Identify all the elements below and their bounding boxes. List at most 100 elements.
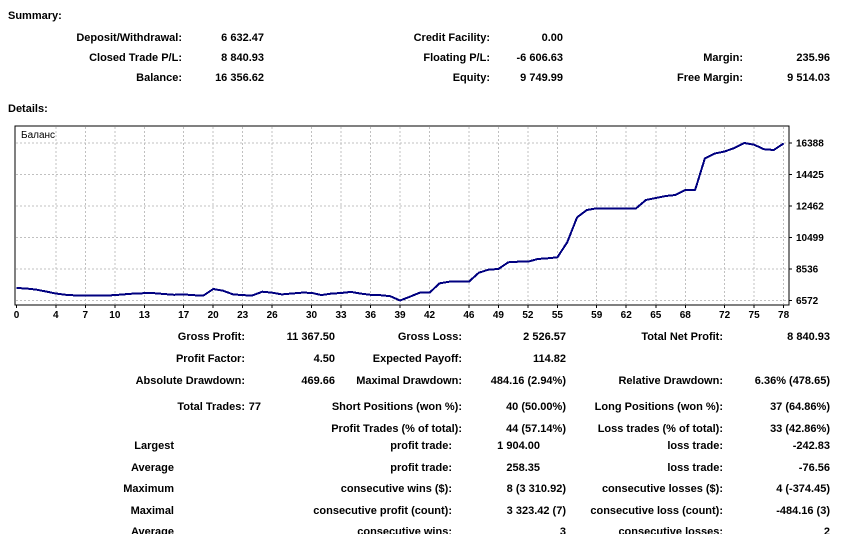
summary-row: Balance: 16 356.62 Equity: 9 749.99 Free… <box>0 68 862 88</box>
summary-label: Closed Trade P/L: <box>89 52 182 64</box>
stat-value: 8 (3 310.92) <box>506 483 566 495</box>
stat-value: 8 840.93 <box>787 331 830 343</box>
summary-value: 8 840.93 <box>221 52 264 64</box>
stat-label: Short Positions (won %): <box>331 401 462 413</box>
stat-value: -484.16 (3) <box>776 504 830 517</box>
stat-label: Relative Drawdown: <box>618 375 723 387</box>
stat-label: loss trade: <box>667 440 723 452</box>
summary-label: Deposit/Withdrawal: <box>76 32 182 44</box>
svg-text:33: 33 <box>335 310 347 321</box>
svg-text:39: 39 <box>394 310 406 321</box>
svg-text:10499: 10499 <box>796 233 824 244</box>
stat-label: Loss trades (% of total): <box>597 423 723 435</box>
summary-label: Credit Facility: <box>413 32 490 44</box>
stat-value: 484.16 (2.94%) <box>490 375 566 387</box>
svg-text:49: 49 <box>493 310 505 321</box>
stat-label: Profit Trades (% of total): <box>331 423 462 435</box>
stat-label: Total Net Profit: <box>641 331 723 343</box>
summary-value: 9 514.03 <box>787 72 830 84</box>
stat-value: -242.83 <box>792 440 830 452</box>
stat-label: Average <box>130 461 174 474</box>
stat-value: 2 <box>823 526 830 534</box>
stat-label: consecutive wins ($): <box>340 483 452 495</box>
stat-value: 1 904.00 <box>497 440 540 452</box>
summary-value: 16 356.62 <box>215 72 264 84</box>
stat-label: Absolute Drawdown: <box>135 375 245 387</box>
stat-label: Maximal Drawdown: <box>356 375 462 387</box>
stat-label: consecutive losses ($): <box>601 483 723 495</box>
stat-value: 44 (57.14%) <box>506 423 566 435</box>
svg-text:14425: 14425 <box>796 170 824 181</box>
svg-text:10: 10 <box>109 310 121 321</box>
svg-text:68: 68 <box>680 310 692 321</box>
stat-value: 6.36% (478.65) <box>754 375 830 387</box>
stat-value: 4 (-374.45) <box>776 483 830 495</box>
summary-label: Margin: <box>703 52 743 64</box>
stat-value: 114.82 <box>532 353 566 365</box>
stat-label: Largest <box>134 440 174 452</box>
stat-label: Gross Profit: <box>177 331 245 343</box>
stat-value: 2 526.57 <box>523 331 566 343</box>
svg-text:46: 46 <box>463 310 475 321</box>
svg-text:62: 62 <box>621 310 633 321</box>
summary-label: Free Margin: <box>676 72 743 84</box>
stats-trades-section: Total Trades: 77 Short Positions (won %)… <box>0 396 862 440</box>
summary-value: -6 606.63 <box>516 52 563 64</box>
svg-text:30: 30 <box>306 310 318 321</box>
summary-row: Deposit/Withdrawal: 6 632.47 Credit Faci… <box>0 28 862 48</box>
stat-value: 77 <box>248 401 261 413</box>
summary-heading: Summary: <box>8 10 62 22</box>
stat-value: 258.35 <box>506 461 540 474</box>
stats-row: Largest profit trade: 1 904.00 loss trad… <box>0 436 862 458</box>
svg-text:6572: 6572 <box>796 296 819 307</box>
svg-text:13: 13 <box>139 310 151 321</box>
summary-label: Floating P/L: <box>423 52 490 64</box>
stats-row: Profit Factor: 4.50 Expected Payoff: 114… <box>0 348 862 370</box>
svg-text:7: 7 <box>83 310 89 321</box>
stats-row: Average consecutive wins: 3 consecutive … <box>0 522 862 534</box>
summary-value: 9 749.99 <box>520 72 563 84</box>
stat-value: 33 (42.86%) <box>770 423 830 435</box>
summary-value: 0.00 <box>541 32 563 44</box>
svg-text:16388: 16388 <box>796 139 824 150</box>
summary-section: Deposit/Withdrawal: 6 632.47 Credit Faci… <box>0 28 862 88</box>
svg-text:59: 59 <box>591 310 603 321</box>
svg-text:20: 20 <box>208 310 220 321</box>
summary-value: 235.96 <box>796 52 830 64</box>
stats-row: Maximal consecutive profit (count): 3 32… <box>0 501 862 523</box>
svg-text:17: 17 <box>178 310 190 321</box>
svg-text:Баланс: Баланс <box>21 130 55 141</box>
svg-text:0: 0 <box>14 310 20 321</box>
stat-label: Maximum <box>123 483 174 495</box>
stat-label: consecutive loss (count): <box>590 504 723 517</box>
svg-text:72: 72 <box>719 310 731 321</box>
stats-row: Absolute Drawdown: 469.66 Maximal Drawdo… <box>0 370 862 392</box>
svg-text:26: 26 <box>267 310 279 321</box>
stat-label: Profit Factor: <box>175 353 245 365</box>
svg-text:8536: 8536 <box>796 264 819 275</box>
stats-row: Total Trades: 77 Short Positions (won %)… <box>0 396 862 418</box>
stat-value: 40 (50.00%) <box>506 401 566 413</box>
stat-label: Total Trades: <box>177 401 245 413</box>
stat-label: consecutive wins: <box>357 526 452 534</box>
svg-text:55: 55 <box>552 310 564 321</box>
stats-row: Average profit trade: 258.35 loss trade:… <box>0 458 862 480</box>
svg-text:12462: 12462 <box>796 201 824 212</box>
stat-value: 37 (64.86%) <box>770 401 830 413</box>
stat-label: Average <box>130 526 174 534</box>
stat-value: 11 367.50 <box>286 331 335 343</box>
summary-label: Balance: <box>136 72 182 84</box>
svg-text:23: 23 <box>237 310 249 321</box>
stat-value: 4.50 <box>313 353 335 365</box>
stat-label: Long Positions (won %): <box>594 401 723 413</box>
stat-value: 469.66 <box>301 375 335 387</box>
stats-row: Gross Profit: 11 367.50 Gross Loss: 2 52… <box>0 326 862 348</box>
stat-value: -76.56 <box>798 461 830 474</box>
stat-value: 3 323.42 (7) <box>506 504 566 517</box>
svg-text:78: 78 <box>778 310 790 321</box>
stat-label: loss trade: <box>667 461 723 474</box>
stats-row: Profit Trades (% of total): 44 (57.14%) … <box>0 418 862 440</box>
stat-label: consecutive profit (count): <box>313 504 452 517</box>
details-heading: Details: <box>8 103 48 115</box>
